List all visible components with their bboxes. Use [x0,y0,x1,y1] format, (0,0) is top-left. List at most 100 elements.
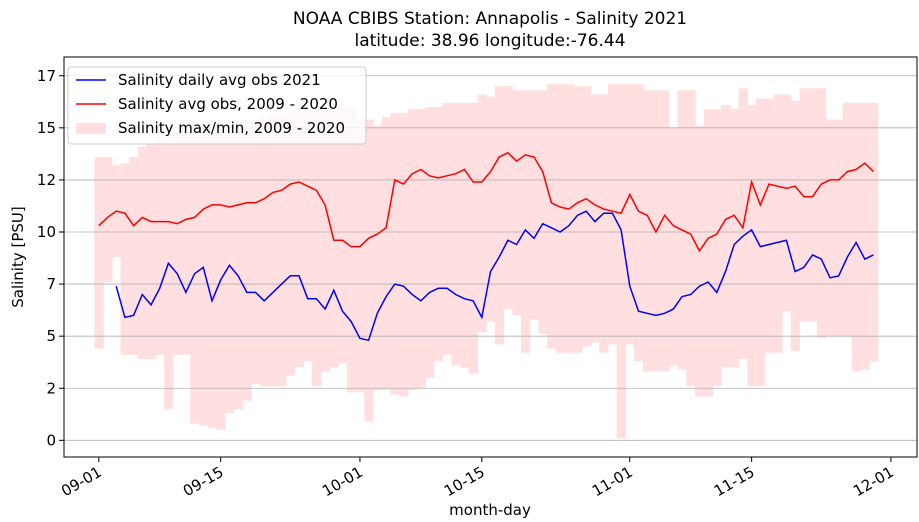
band-step [764,98,774,353]
series-line [115,210,874,342]
band-step [851,102,862,372]
plot-frame [63,56,918,458]
band-step [425,107,435,378]
band-step [338,107,348,364]
band-step [529,90,539,320]
band-step [416,109,426,389]
band-step [285,113,296,376]
band-step [825,119,835,337]
band-step [712,109,722,387]
band-step [294,109,304,368]
band-step [564,84,574,353]
band-step [721,104,731,368]
band-step [790,100,801,351]
y-tick-label: 7 [46,275,56,293]
band-step [503,86,513,310]
legend-label: Salinity daily avg obs 2021 [118,71,321,89]
band-step [399,113,409,397]
band-step [320,107,331,372]
band-step [642,90,653,372]
band-step [573,86,583,353]
band-step [494,86,505,345]
x-tick-label: 09-15 [180,463,227,500]
x-axis-label: month-day [449,501,531,519]
band-step [433,107,444,362]
band-step [703,109,714,397]
band-step [799,88,809,322]
band-step [520,90,531,353]
band-step [242,121,252,401]
band-step [486,96,496,322]
x-tick-label: 11-15 [711,463,758,500]
band-step [381,117,392,391]
legend-swatch [76,123,106,134]
band-step [407,109,418,391]
band-step [355,119,365,393]
legend: Salinity daily avg obs 2021 Salinity avg … [67,66,367,145]
x-tick-label: 10-15 [441,463,488,500]
band-step [225,121,235,414]
band-step [312,109,322,387]
band-step [581,86,592,347]
band-step [251,121,261,385]
y-tick-label: 15 [37,119,56,137]
band-step [468,102,479,374]
band-step [860,102,870,370]
chart-subtitle: latitude: 38.96 longitude:-76.44 [354,31,625,51]
band-step [782,94,792,312]
x-tick-label: 11-01 [589,463,636,500]
band-step [616,84,627,439]
band-step [808,88,818,322]
band-step [190,127,200,424]
band-step [346,107,357,393]
band-step [460,102,470,368]
y-tick-label: 10 [37,223,56,241]
band-step [259,117,270,387]
band-step [555,84,566,353]
band-step [181,127,191,355]
band-step [303,109,313,362]
x-tick-label: 12-01 [850,463,897,500]
band-step [590,94,600,343]
series-line [98,151,875,253]
band-step [729,109,740,368]
legend-label: Salinity avg obs, 2009 - 2020 [118,95,338,113]
band-step [120,163,130,355]
y-tick-label: 12 [37,171,56,189]
y-tick-label: 0 [46,431,56,449]
band-step [207,127,217,428]
band-step [103,157,113,282]
band-step [233,121,244,410]
band-step [442,102,452,355]
band-step [477,94,487,332]
band-step [634,84,644,362]
band-step [146,142,156,360]
band-step [686,90,696,387]
legend-box [67,66,367,145]
band-step [277,113,287,387]
band-step [94,157,104,349]
band-step [216,121,226,430]
band-step [372,125,383,391]
band-step [625,84,635,345]
band-step [547,84,557,349]
y-axis-label: Salinity [PSU] [9,206,27,308]
band-step [538,90,548,335]
legend-label: Salinity max/min, 2009 - 2020 [118,119,345,137]
band-step [198,127,209,426]
band-step [695,125,705,397]
band-step [164,138,174,410]
band-step [773,94,783,353]
y-tick-label: 17 [37,67,56,85]
band-step [660,90,670,372]
band-step [364,119,374,422]
chart-title: NOAA CBIBS Station: Annapolis - Salinity… [293,9,687,29]
band-step [268,113,278,387]
band-step [137,146,148,360]
band-step [390,113,400,395]
band-step [451,102,461,366]
band-step [843,102,853,337]
band-step [129,157,139,355]
band-step [834,119,844,337]
